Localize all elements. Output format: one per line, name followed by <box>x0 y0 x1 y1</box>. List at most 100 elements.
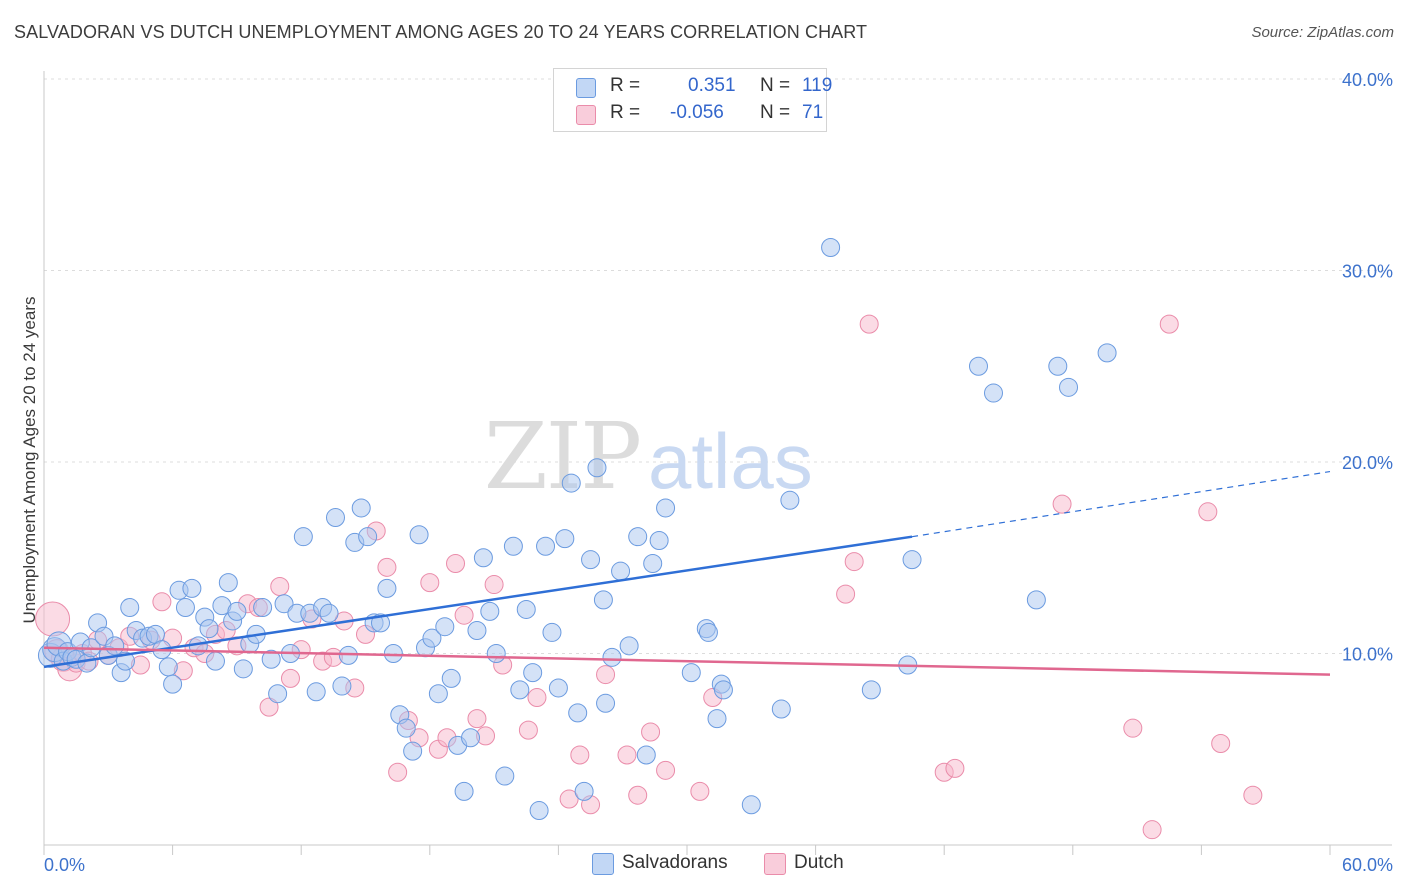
salvadoran-point <box>555 529 575 549</box>
dutch-point <box>1052 494 1072 514</box>
salvadoran-point <box>105 636 125 656</box>
salvadoran-point <box>596 693 616 713</box>
salvadoran-point <box>441 668 461 688</box>
legend-r-value: 0.351 <box>688 75 736 96</box>
dutch-point <box>377 557 397 577</box>
salvadoran-point <box>383 644 403 663</box>
salvadoran-point <box>503 536 523 556</box>
bottom-legend-swatch-dutch <box>764 853 786 875</box>
dutch-trend-line <box>43 646 1331 676</box>
legend-n-label: N = <box>760 102 791 123</box>
legend-n-value: 119 <box>802 75 833 96</box>
dutch-point <box>1211 734 1231 754</box>
salvadoran-point <box>175 598 195 618</box>
dutch-point <box>420 573 440 593</box>
y-tick-label: 20.0% <box>1342 453 1393 473</box>
dutch-point <box>628 785 648 805</box>
salvadoran-point <box>741 795 761 815</box>
salvadoran-point <box>821 238 841 258</box>
salvadoran-point <box>542 622 562 642</box>
dutch-point <box>836 584 856 604</box>
salvadoran-point <box>1059 377 1079 397</box>
dutch-point <box>617 745 637 765</box>
salvadoran-point <box>403 741 423 761</box>
salvadoran-point <box>274 594 294 614</box>
legend-r-label: R = <box>610 75 641 96</box>
dutch-point <box>1142 820 1162 840</box>
salvadoran-point <box>619 636 639 656</box>
salvadoran-point <box>516 599 536 619</box>
salvadoran-point <box>163 674 183 694</box>
y-tick-label: 30.0% <box>1342 262 1393 282</box>
salvadoran-point <box>351 498 371 518</box>
bottom-legend-label-salvadorans: Salvadorans <box>622 852 728 873</box>
salvadoran-point <box>120 598 140 618</box>
salvadoran-point <box>227 601 247 621</box>
dutch-point <box>945 758 965 778</box>
watermark-zip: ZIP <box>484 403 640 510</box>
dutch-point <box>1123 718 1143 738</box>
salvadoran-point <box>771 699 791 719</box>
dutch-point <box>844 552 864 572</box>
salvadoran-point <box>473 548 493 568</box>
salvadoran-point <box>611 561 631 581</box>
salvadoran-point <box>983 383 1003 403</box>
salvadoran-point <box>636 745 656 765</box>
salvadoran-point <box>548 678 568 698</box>
dutch-point <box>1198 502 1218 522</box>
salvadoran-point <box>861 680 881 700</box>
salvadoran-point <box>1097 343 1117 363</box>
dutch-point <box>690 781 710 801</box>
salvadoran-point <box>358 527 378 547</box>
salvadoran-point <box>435 617 455 637</box>
salvadoran-point <box>409 525 429 545</box>
salvadoran-point <box>268 684 288 704</box>
salvadoran-point <box>698 622 718 642</box>
salvadoran-point <box>325 508 345 528</box>
axes <box>43 71 1392 855</box>
salvadoran-point <box>681 663 701 683</box>
legend-r-label: R = <box>610 102 641 123</box>
salvadoran-point <box>306 682 326 702</box>
dutch-point <box>656 760 676 780</box>
dutch-point <box>596 665 616 685</box>
legend-n-value: 71 <box>802 102 824 123</box>
salvadoran-point <box>182 578 202 598</box>
dutch-point <box>446 553 466 573</box>
salvadoran-point <box>593 590 613 610</box>
salvadoran-point <box>1048 356 1068 376</box>
dutch-point <box>859 314 879 334</box>
dutch-point <box>527 688 547 708</box>
legend-r-value: -0.056 <box>670 102 724 123</box>
x-tick-label-min: 0.0% <box>44 855 85 875</box>
salvadoran-point <box>454 781 474 801</box>
dutch-point <box>35 601 71 637</box>
chart-title: SALVADORAN VS DUTCH UNEMPLOYMENT AMONG A… <box>14 22 868 42</box>
salvadoran-point <box>1026 590 1046 610</box>
salvadoran-point <box>643 553 663 573</box>
salvadoran-point <box>495 766 515 786</box>
dutch-point <box>270 576 290 596</box>
salvadoran-point <box>536 536 556 556</box>
dutch-point <box>259 697 279 717</box>
salvadoran-point <box>461 728 481 748</box>
grid-lines <box>44 78 1392 654</box>
salvadoran-point <box>332 676 352 696</box>
dutch-point <box>152 592 172 612</box>
salvadoran-point <box>319 603 339 623</box>
watermark-atlas: atlas <box>648 417 813 505</box>
salvadoran-point <box>510 680 530 700</box>
legend-swatch-salvadorans <box>576 78 596 98</box>
salvadoran-point <box>261 649 281 669</box>
tick-labels: 10.0% 20.0% 30.0% 40.0% 0.0% 60.0% <box>44 70 1393 875</box>
salvadoran-point <box>568 703 588 723</box>
dutch-point <box>1159 314 1179 334</box>
legend-n-label: N = <box>760 75 791 96</box>
dutch-point <box>454 605 474 625</box>
salvadoran-point <box>581 550 601 570</box>
salvadoran-point <box>529 801 549 821</box>
legend-swatch-dutch <box>576 105 596 125</box>
dutch-point <box>518 720 538 740</box>
y-tick-label: 40.0% <box>1342 70 1393 90</box>
